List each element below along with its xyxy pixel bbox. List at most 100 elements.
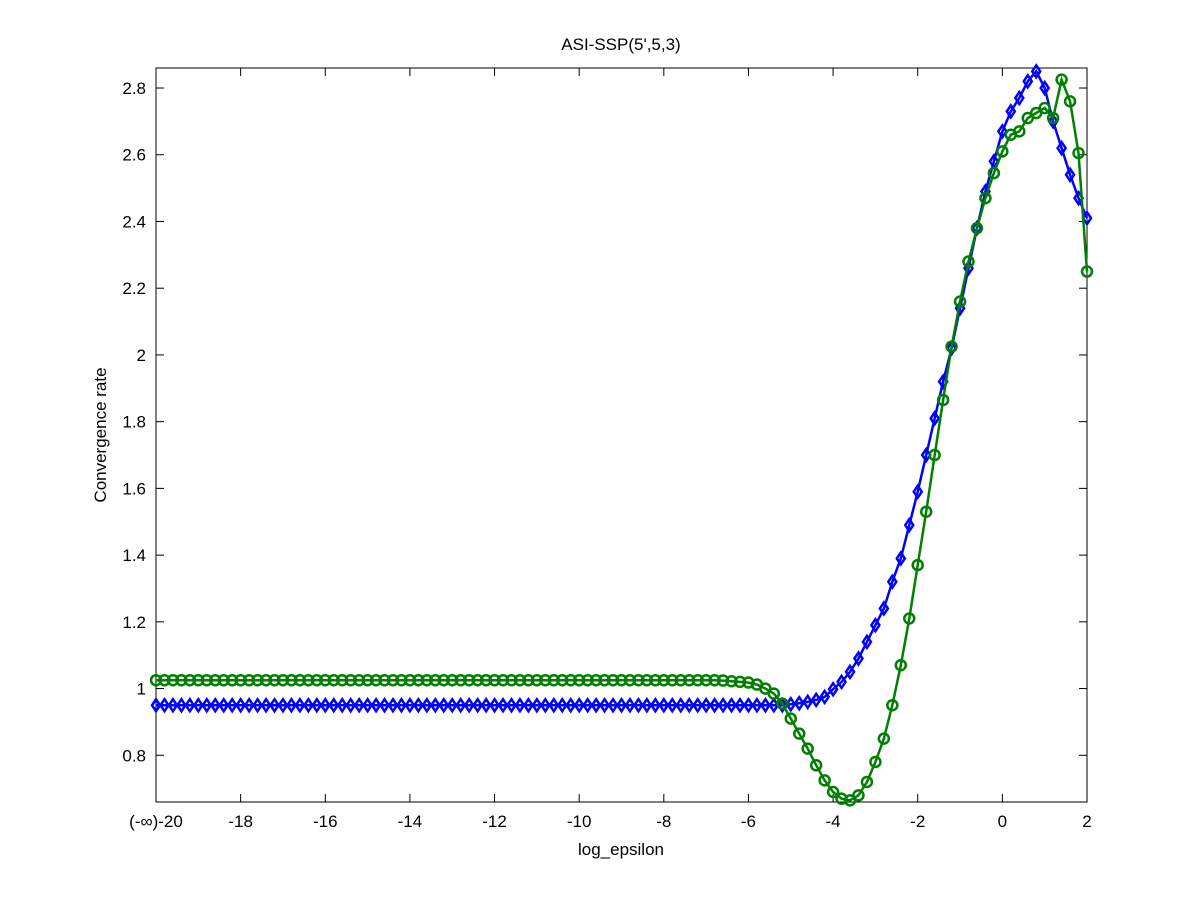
data-point	[437, 673, 451, 687]
y-tick-label: 2.4	[122, 212, 146, 231]
data-point	[590, 696, 602, 714]
data-point	[353, 696, 365, 714]
data-point	[632, 673, 645, 687]
data-point	[683, 696, 695, 714]
data-point	[505, 696, 517, 714]
data-point	[776, 697, 789, 710]
data-point	[285, 673, 298, 687]
data-point	[379, 696, 391, 714]
data-point	[328, 696, 340, 714]
data-point	[462, 673, 476, 687]
data-point	[599, 696, 611, 714]
data-point	[522, 696, 534, 714]
y-tick-label: 2.2	[122, 279, 146, 298]
data-point	[649, 673, 662, 687]
data-point	[641, 696, 653, 714]
data-point	[606, 673, 620, 687]
x-tick-label: -18	[228, 812, 253, 831]
data-point	[869, 755, 882, 769]
chart-title: ASI-SSP(5',5,3)	[561, 35, 680, 54]
data-point	[277, 696, 289, 714]
data-point	[911, 558, 924, 572]
data-point	[802, 693, 814, 711]
data-point	[658, 696, 670, 714]
data-point	[335, 673, 349, 687]
y-tick-label: 1.4	[122, 546, 146, 565]
data-point	[445, 673, 459, 687]
data-point	[784, 712, 798, 725]
data-point	[877, 732, 891, 745]
data-point	[886, 698, 899, 712]
data-point	[581, 673, 594, 687]
data-point	[158, 696, 170, 714]
data-point	[395, 696, 407, 714]
data-point	[251, 673, 264, 687]
data-point	[369, 673, 383, 687]
data-point	[226, 696, 238, 714]
data-point	[1072, 146, 1085, 160]
data-point	[260, 696, 272, 714]
data-point	[370, 696, 382, 714]
data-point	[589, 673, 603, 687]
data-point	[201, 696, 213, 714]
data-point	[1005, 103, 1017, 120]
data-point	[809, 759, 823, 772]
data-point	[556, 696, 568, 714]
data-point	[607, 696, 619, 714]
data-point	[158, 673, 171, 687]
y-tick-label: 0.8	[122, 746, 146, 765]
data-point	[184, 696, 196, 714]
data-point	[327, 673, 340, 687]
data-point	[302, 673, 315, 687]
data-point	[936, 393, 950, 407]
data-point	[378, 673, 391, 687]
data-point	[336, 696, 348, 714]
data-point	[852, 650, 864, 667]
data-point	[894, 658, 908, 672]
data-point	[294, 696, 306, 714]
data-point	[861, 633, 873, 651]
data-point	[479, 673, 493, 687]
data-point	[767, 687, 781, 700]
data-point	[996, 123, 1008, 140]
data-point	[234, 673, 247, 687]
data-point	[1022, 73, 1034, 90]
data-point	[666, 673, 679, 687]
data-point	[225, 673, 239, 687]
data-point	[149, 673, 163, 687]
y-tick-label: 1	[137, 680, 146, 699]
data-point	[979, 191, 992, 205]
data-point	[1063, 95, 1077, 108]
data-point	[945, 340, 958, 353]
data-point	[319, 696, 331, 714]
data-point	[836, 673, 848, 691]
data-point	[218, 696, 230, 714]
data-point	[632, 696, 644, 714]
data-point	[200, 673, 214, 687]
data-point	[421, 696, 433, 714]
data-point	[361, 673, 374, 687]
x-tick-label: -14	[398, 812, 423, 831]
x-tick-label: (-∞)-20	[129, 812, 183, 831]
data-point	[751, 696, 763, 714]
data-point	[412, 673, 425, 687]
series-layer	[149, 63, 1094, 807]
data-point	[675, 696, 687, 714]
data-point	[970, 221, 984, 235]
data-point	[268, 673, 281, 687]
data-point	[649, 696, 661, 714]
data-point	[496, 673, 510, 687]
data-point	[293, 673, 307, 687]
data-point	[150, 696, 162, 714]
data-point	[242, 673, 256, 687]
series-1	[150, 63, 1093, 714]
data-point	[734, 696, 746, 714]
data-point	[928, 448, 941, 462]
data-point	[996, 145, 1009, 158]
data-point	[844, 663, 856, 681]
data-point	[733, 675, 747, 689]
data-point	[674, 673, 687, 687]
data-point	[319, 673, 332, 687]
data-point	[987, 166, 1001, 180]
data-point	[166, 673, 180, 687]
